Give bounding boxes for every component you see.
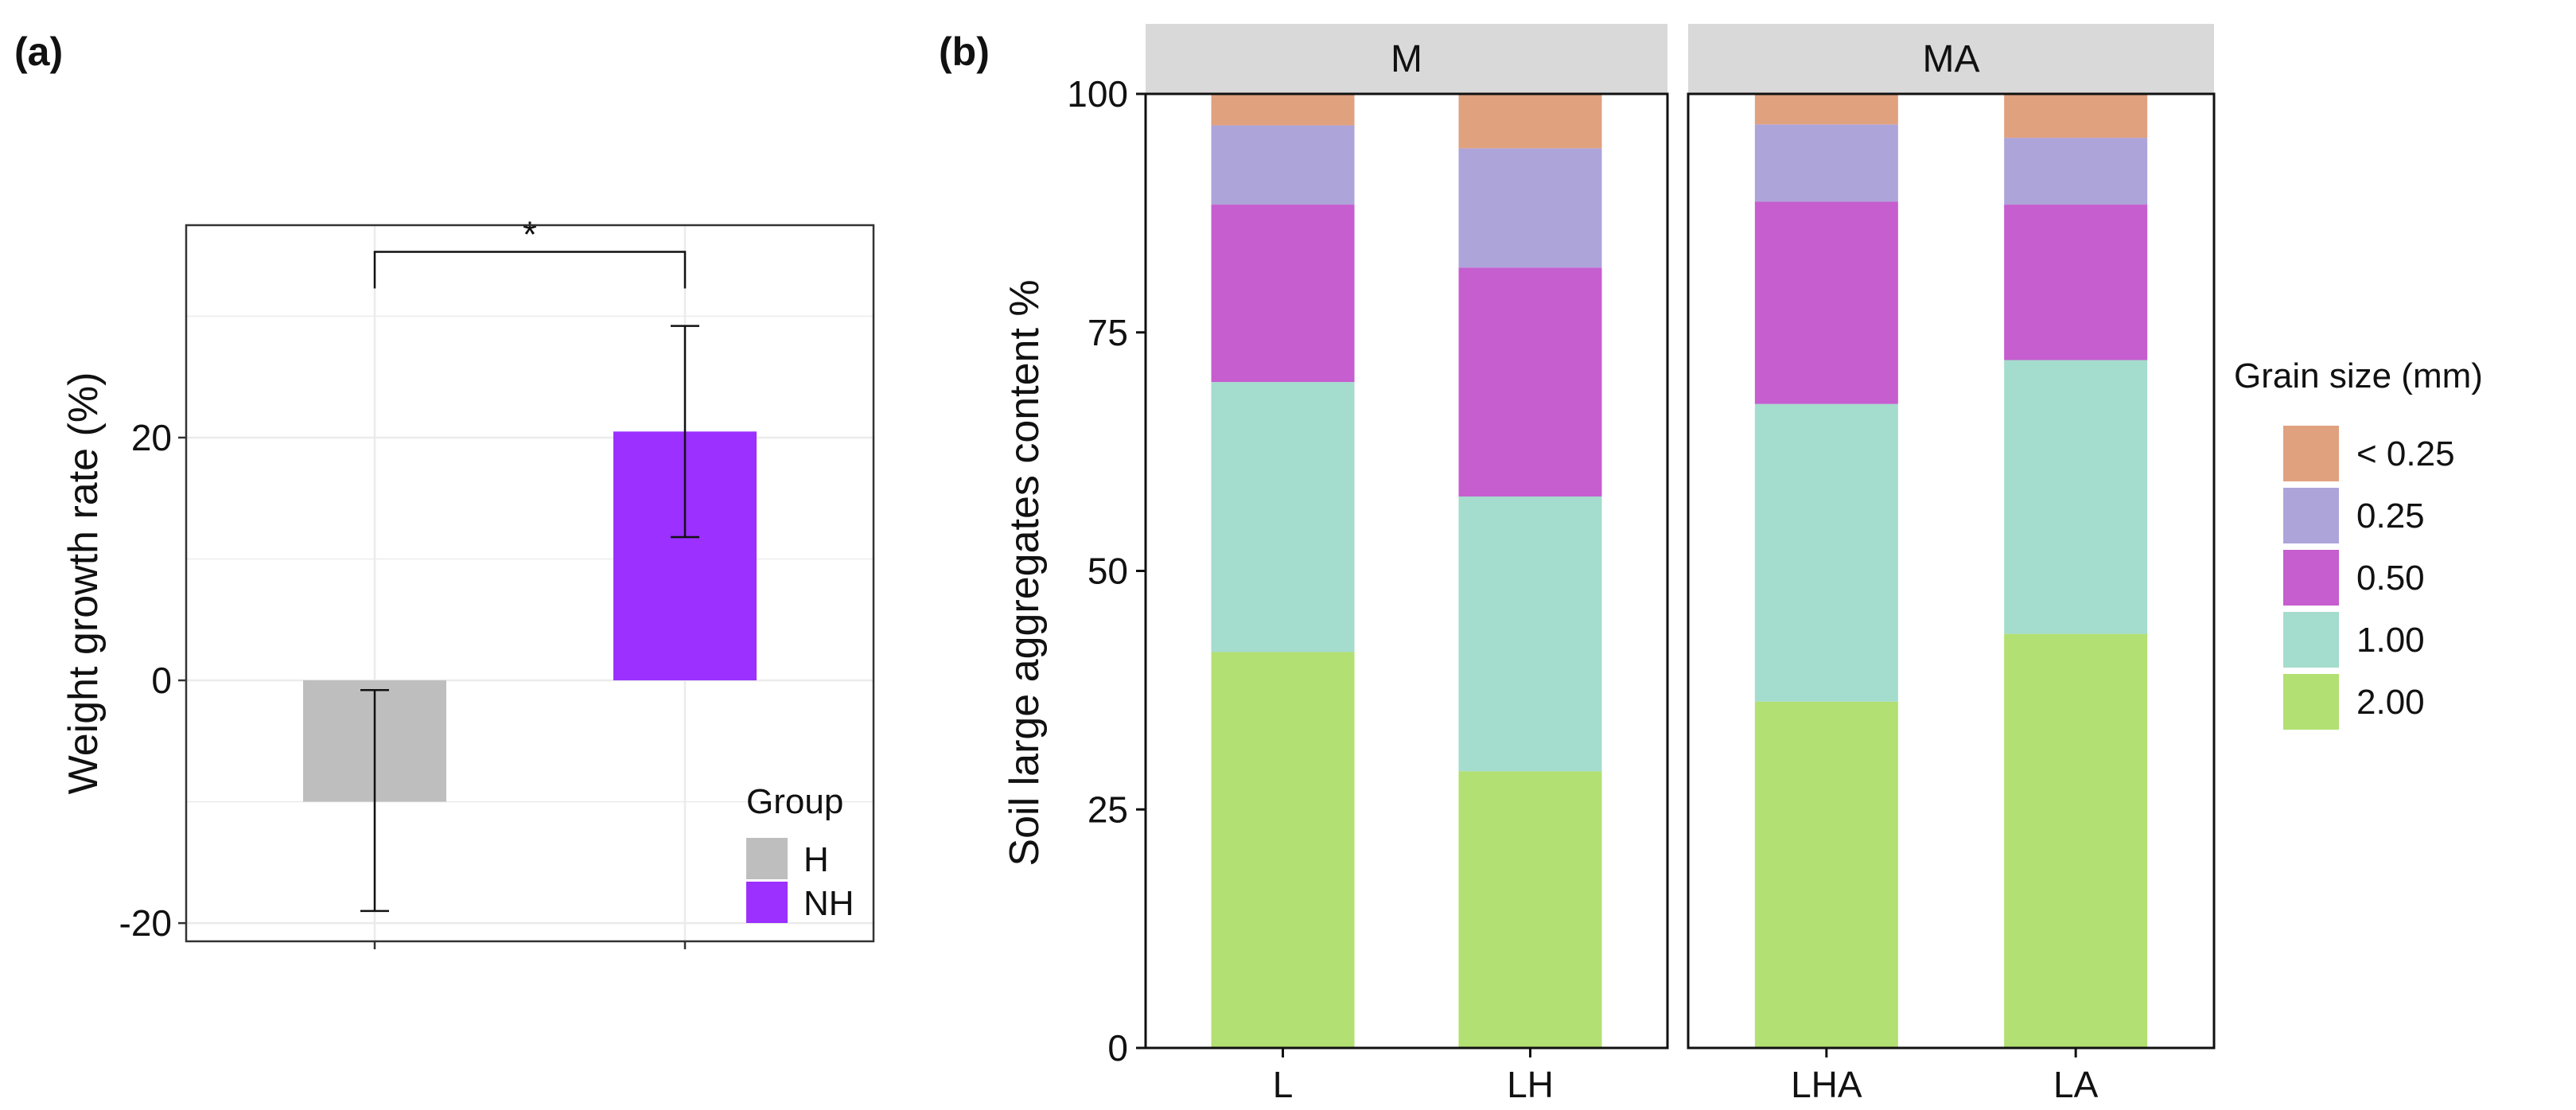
y-tick-label: 75	[1088, 312, 1128, 353]
legend-swatch	[2283, 426, 2339, 481]
significance-star: *	[523, 214, 537, 255]
panel-b-y-axis-title: Soil large aggregates content %	[1002, 279, 1048, 866]
panel-a-y-axis-title: Weight growth rate (%)	[60, 372, 107, 795]
y-tick-label: 25	[1088, 789, 1128, 830]
stack-segment-l-100	[1211, 382, 1355, 652]
legend-title: Group	[746, 782, 843, 821]
facet-strip-ma	[1688, 24, 2214, 94]
y-tick-label: 0	[1107, 1027, 1128, 1069]
y-tick-label: 20	[131, 417, 172, 458]
y-tick-label: 0	[151, 660, 172, 701]
legend-label: 2.00	[2356, 683, 2425, 722]
legend-label-nh: NH	[804, 884, 854, 923]
panel-a-x-axis	[373, 941, 687, 949]
panel-b-label: (b)	[939, 29, 990, 74]
stack-segment-la-050	[2004, 204, 2148, 360]
legend-label: 1.00	[2356, 621, 2425, 660]
panel-a-legend: Group H NH	[746, 782, 854, 923]
stack-segment-lh-050	[1458, 267, 1602, 497]
y-tick-label: -20	[119, 902, 172, 944]
panel-b-stacked-bars	[1211, 94, 2148, 1048]
significance-bracket	[373, 251, 687, 289]
facet-strip-m	[1146, 24, 1667, 94]
legend-label-h: H	[804, 840, 829, 879]
legend-label: < 0.25	[2356, 434, 2455, 473]
facet-frame	[1687, 92, 2216, 1050]
panel-a-label: (a)	[14, 29, 63, 74]
stack-segment-l-050	[1211, 204, 1355, 383]
legend-label: 0.25	[2356, 497, 2425, 536]
x-tick-label: LHA	[1791, 1064, 1862, 1105]
stack-segment-lha-025	[1754, 124, 1898, 202]
stack-segment-l-200	[1211, 652, 1355, 1048]
panel-b-y-axis: 0 25 50 75 100	[1067, 73, 1146, 1069]
panel-a-significance: *	[373, 214, 687, 289]
legend-swatch	[2283, 488, 2339, 543]
panel-a-bars	[303, 431, 757, 802]
legend-swatch-h	[746, 838, 788, 879]
panel-b-legend: Grain size (mm) < 0.25 0.25 0.50 1.00 2.00	[2234, 356, 2483, 730]
panel-b-x-axis: L LH LHA LA	[1273, 1048, 2099, 1105]
x-tick-label: LA	[2053, 1064, 2099, 1105]
panel-a-y-axis: -20 0 20	[119, 417, 186, 944]
stack-segment-lha-200	[1754, 701, 1898, 1048]
legend-swatch	[2283, 550, 2339, 606]
stack-segment-l-025	[1211, 125, 1355, 205]
stack-segment-lh-025	[1458, 94, 1602, 149]
legend-swatch	[2283, 612, 2339, 668]
stack-segment-lh-200	[1458, 771, 1602, 1048]
stack-segment-la-100	[2004, 360, 2148, 634]
y-tick-label: 100	[1067, 73, 1128, 115]
stack-segment-lh-025	[1458, 148, 1602, 268]
stack-segment-lha-100	[1754, 403, 1898, 702]
facet-strip-label: MA	[1923, 38, 1980, 80]
panel-a-gridlines	[186, 225, 874, 941]
panel-b-facet-strips: M MA	[1146, 24, 2214, 94]
facet-strip-label: M	[1391, 38, 1422, 80]
x-tick-label: L	[1273, 1064, 1294, 1105]
stack-segment-la-025	[2004, 94, 2148, 138]
stack-segment-lha-050	[1754, 201, 1898, 404]
panel-a-error-bars	[360, 325, 699, 913]
legend-title: Grain size (mm)	[2234, 356, 2483, 395]
y-tick-label: 50	[1088, 551, 1128, 592]
stack-segment-lh-100	[1458, 496, 1602, 772]
legend-swatch-nh	[746, 882, 788, 923]
stack-segment-l-025	[1211, 94, 1355, 126]
x-tick-label: LH	[1507, 1064, 1554, 1105]
legend-swatch	[2283, 674, 2339, 730]
panel-a-frame	[185, 224, 875, 943]
stack-segment-la-025	[2004, 138, 2148, 205]
stack-segment-la-200	[2004, 633, 2148, 1048]
stack-segment-lha-025	[1754, 94, 1898, 125]
legend-label: 0.50	[2356, 559, 2425, 598]
